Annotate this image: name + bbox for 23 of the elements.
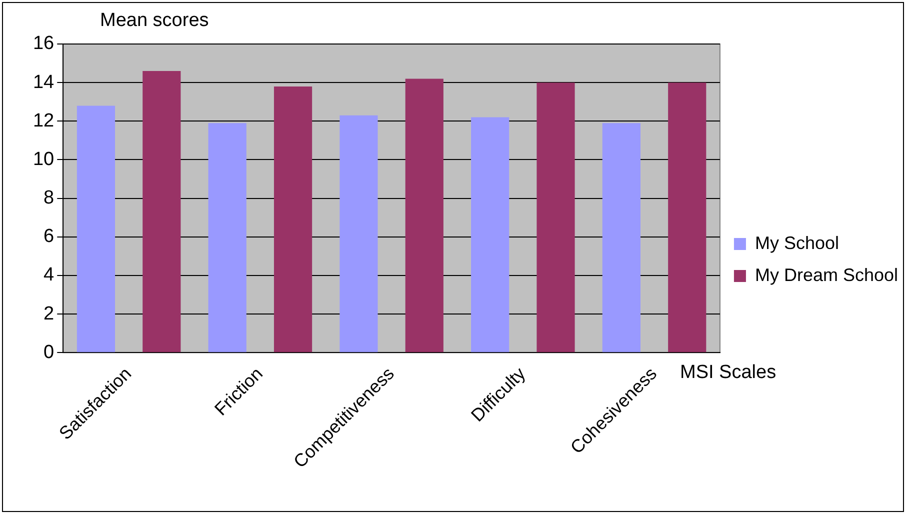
y-tick-label: 2 [44,303,54,324]
bar [340,115,378,352]
y-tick-label: 12 [32,110,54,132]
bar [668,82,706,352]
y-tick-label: 10 [32,148,54,170]
y-tick-label: 8 [44,188,54,209]
bar [274,86,312,352]
bar [602,123,640,352]
bar [471,117,510,352]
bar [142,71,181,352]
y-tick-label: 4 [44,264,55,286]
y-axis-title: Mean scores [100,10,209,32]
y-tick-label: 0 [44,342,54,363]
y-tick-label: 16 [32,33,54,54]
bar [536,82,575,352]
bar [208,123,246,352]
x-axis-title: MSI Scales [680,362,776,384]
bar [76,106,116,352]
y-tick-label: 6 [44,226,54,248]
y-tick-label: 14 [32,72,55,93]
bar [405,78,444,352]
legend-label: My School [754,232,840,253]
legend-label: My Dream School [754,264,898,285]
